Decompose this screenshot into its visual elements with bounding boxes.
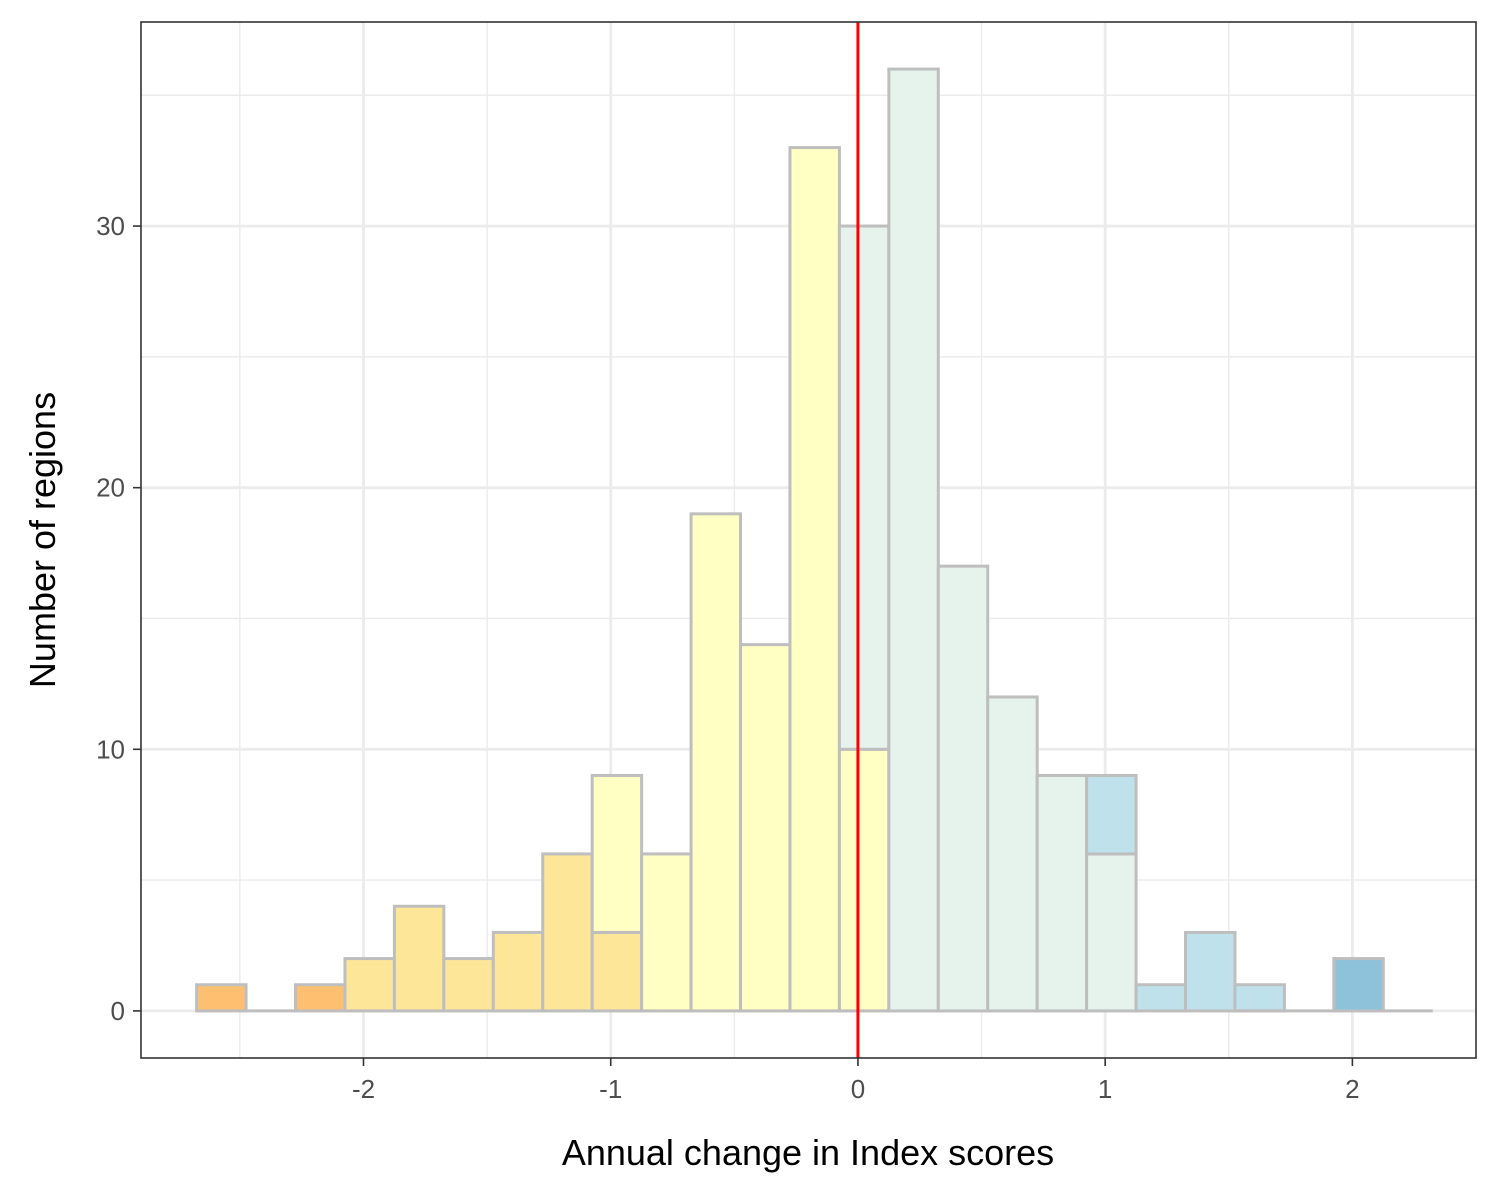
x-tick-label: 1 [1098, 1074, 1112, 1104]
y-axis-title: Number of regions [22, 392, 63, 688]
histogram-bar [1085, 773, 1138, 856]
histogram-bar [837, 747, 891, 1013]
histogram-bar [936, 564, 990, 1013]
histogram-bar [1332, 957, 1385, 1013]
histogram-bar [590, 773, 644, 934]
histogram-bar [294, 983, 347, 1013]
x-tick-label: 2 [1345, 1074, 1359, 1104]
panel-border [140, 21, 1477, 1059]
histogram-bar [195, 983, 248, 1013]
y-tick-label: 10 [96, 734, 125, 764]
histogram-bar [689, 512, 743, 1013]
x-tick-label: -2 [352, 1074, 375, 1104]
x-tick-label: 0 [851, 1074, 865, 1104]
histogram-bar [541, 852, 594, 1013]
y-tick-label: 30 [96, 211, 125, 241]
y-tick-label: 20 [96, 473, 125, 503]
histogram-bar [739, 643, 792, 1013]
histogram-bar [1233, 983, 1286, 1013]
y-tick-label: 0 [111, 996, 125, 1026]
histogram-bar [986, 695, 1039, 1013]
histogram-bar [788, 146, 841, 1013]
histogram-bar [1035, 773, 1089, 1013]
histogram-bar [887, 67, 940, 1013]
histogram-bar [1134, 983, 1188, 1013]
histogram-bar [1184, 930, 1237, 1013]
histogram-bars [195, 67, 1433, 1013]
histogram-bar [392, 904, 446, 1013]
histogram-bar [343, 957, 396, 1013]
histogram-bar [1085, 852, 1138, 1013]
histogram-bar [837, 224, 891, 751]
x-axis-title: Annual change in Index scores [562, 1132, 1054, 1173]
histogram-bar [590, 930, 644, 1013]
x-tick-label: -1 [599, 1074, 622, 1104]
histogram-bar [491, 930, 545, 1013]
histogram-bar [640, 852, 693, 1013]
histogram-bar [442, 957, 495, 1013]
